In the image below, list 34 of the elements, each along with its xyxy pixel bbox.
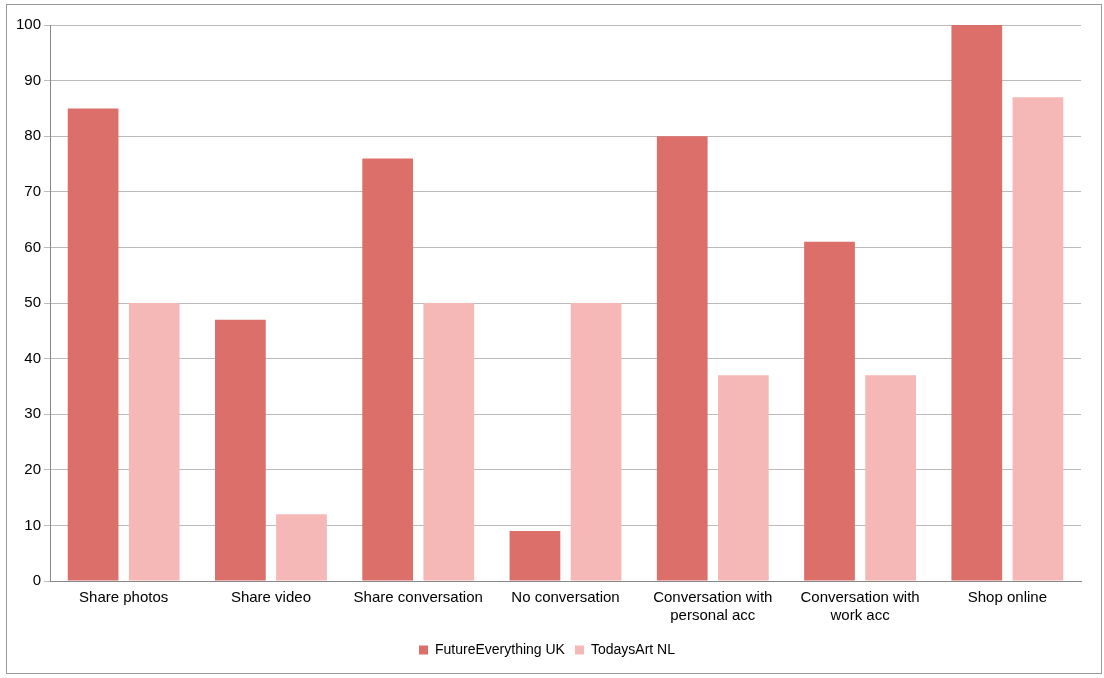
x-tick-label: Conversation with work acc xyxy=(800,588,920,624)
bar xyxy=(804,241,855,581)
y-tick-label: 10 xyxy=(24,515,42,533)
x-tick-label: Conversation with personal acc xyxy=(653,588,773,624)
y-tick-label: 90 xyxy=(24,70,42,88)
bar xyxy=(951,25,1003,581)
bar xyxy=(509,530,561,581)
legend-label: TodaysArt NL xyxy=(590,640,676,657)
y-tick-label: 0 xyxy=(32,571,42,589)
bar xyxy=(717,375,769,581)
x-tick-label: Share video xyxy=(230,588,311,606)
bar xyxy=(865,375,916,581)
bar xyxy=(362,158,414,581)
legend-label: FutureEverything UK xyxy=(435,640,566,657)
y-tick-label: 70 xyxy=(24,181,42,199)
x-tick-label: Share photos xyxy=(79,588,169,606)
bar xyxy=(423,303,475,581)
y-tick-label: 60 xyxy=(24,237,42,255)
bar xyxy=(656,136,708,581)
y-tick-label: 50 xyxy=(24,293,42,311)
y-tick-label: 40 xyxy=(24,348,42,366)
bar xyxy=(128,303,180,581)
y-tick-label: 80 xyxy=(24,126,42,144)
bar xyxy=(215,319,266,581)
bar xyxy=(570,303,622,581)
x-tick-label: Share conversation xyxy=(353,588,483,606)
y-tick-label: 30 xyxy=(24,404,42,422)
bar xyxy=(1012,97,1064,581)
bar xyxy=(67,108,119,581)
x-tick-label: Shop online xyxy=(967,588,1047,606)
x-tick-label: No conversation xyxy=(511,588,620,606)
y-tick-label: 100 xyxy=(16,15,42,33)
y-tick-label: 20 xyxy=(24,459,42,477)
bar xyxy=(276,514,327,581)
